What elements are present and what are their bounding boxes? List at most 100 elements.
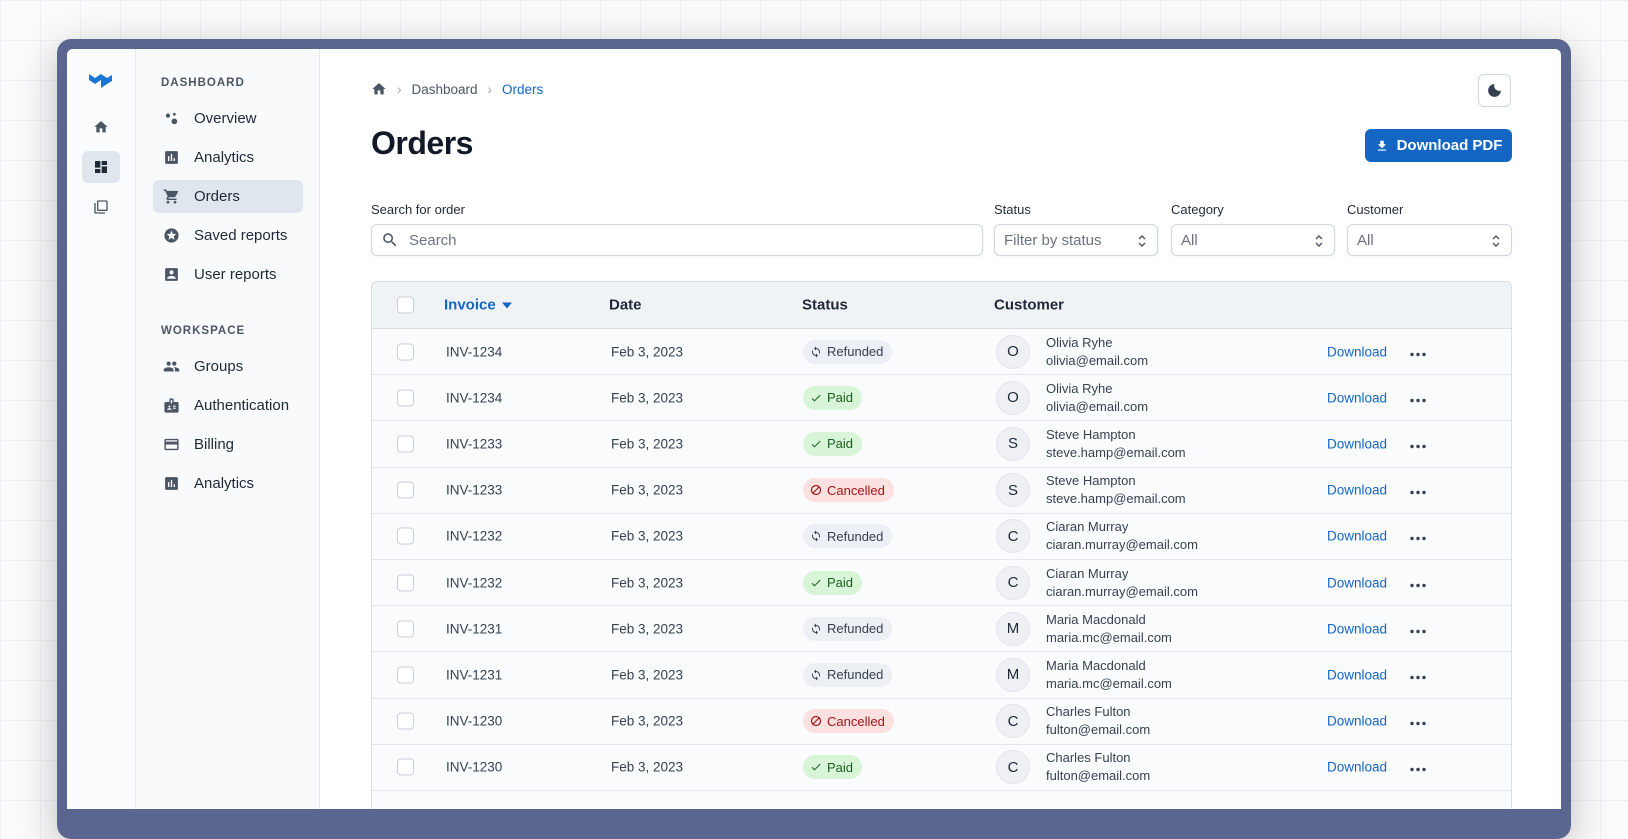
search-input[interactable]: Search — [371, 224, 983, 256]
download-link[interactable]: Download — [1327, 436, 1388, 452]
download-link[interactable]: Download — [1327, 667, 1388, 683]
status-chip: Paid — [803, 431, 863, 456]
column-header-label: Status — [802, 296, 848, 314]
status-select[interactable]: Filter by status — [994, 224, 1158, 256]
library-button[interactable] — [82, 191, 120, 223]
order-date: Feb 3, 2023 — [611, 390, 684, 406]
more-actions-button[interactable] — [1410, 575, 1426, 590]
table-row: INV-1234 Feb 3, 2023 Refunded O Olivia Ryhe o… — [372, 329, 1511, 376]
customer-info: Steve Hampton steve.hamp@email.com — [1046, 472, 1186, 508]
row-checkbox[interactable] — [397, 712, 414, 730]
nav-item[interactable]: User reports — [153, 258, 303, 291]
customer-name: Olivia Ryhe — [1046, 334, 1113, 350]
nav-item[interactable]: Authentication — [153, 389, 303, 422]
customer-label: Customer — [1347, 202, 1404, 217]
status-label: Paid — [827, 575, 854, 591]
download-pdf-button[interactable]: Download PDF — [1365, 129, 1512, 162]
order-date: Feb 3, 2023 — [611, 621, 684, 637]
more-actions-button[interactable] — [1410, 621, 1426, 636]
more-actions-button[interactable] — [1410, 344, 1426, 359]
row-checkbox[interactable] — [397, 343, 414, 361]
nav-item[interactable]: Groups — [153, 350, 303, 383]
dashboard-button[interactable] — [82, 151, 120, 183]
row-checkbox[interactable] — [397, 435, 414, 453]
customer-avatar: O — [996, 334, 1030, 369]
table-row: INV-1230 Feb 3, 2023 Cancelled C Charles Ful… — [372, 699, 1511, 745]
nav-item[interactable]: Billing — [153, 428, 303, 461]
home-button[interactable] — [82, 111, 120, 143]
customer-info: Charles Fulton fulton@email.com — [1046, 749, 1150, 785]
table-row: INV-1233 Feb 3, 2023 Paid S Steve Hampton ste… — [372, 421, 1511, 468]
row-checkbox[interactable] — [397, 481, 414, 499]
status-label: Refunded — [827, 528, 884, 544]
download-link[interactable]: Download — [1327, 390, 1388, 406]
customer-info: Steve Hampton steve.hamp@email.com — [1046, 426, 1186, 462]
nav-item[interactable]: Orders — [153, 180, 303, 213]
invoice-id: INV-1232 — [446, 528, 503, 544]
select-all-checkbox[interactable] — [397, 296, 414, 314]
status-label: Cancelled — [827, 713, 885, 729]
table-row: INV-1231 Feb 3, 2023 Refunded M Maria Macdon… — [372, 652, 1511, 699]
row-checkbox[interactable] — [397, 758, 414, 776]
invoice-id: INV-1233 — [446, 482, 503, 498]
download-link[interactable]: Download — [1327, 575, 1388, 591]
more-actions-button[interactable] — [1410, 529, 1426, 544]
nav-item-label: Saved reports — [194, 227, 288, 244]
customer-info: Ciaran Murray ciaran.murray@email.com — [1046, 518, 1198, 554]
more-actions-button[interactable] — [1410, 714, 1426, 729]
nav-item-label: Orders — [194, 188, 240, 205]
customer-select[interactable]: All — [1347, 224, 1512, 256]
status-label: Refunded — [827, 344, 884, 360]
order-date: Feb 3, 2023 — [611, 482, 684, 498]
invoice-id: INV-1233 — [446, 436, 503, 452]
customer-email: ciaran.murray@email.com — [1046, 537, 1198, 553]
more-actions-button[interactable] — [1410, 667, 1426, 682]
column-header-label: Customer — [994, 296, 1065, 314]
nav-item[interactable]: Analytics — [153, 141, 303, 174]
more-actions-button[interactable] — [1410, 436, 1426, 451]
customer-avatar: M — [996, 611, 1030, 646]
row-checkbox[interactable] — [397, 527, 414, 545]
theme-toggle[interactable] — [1478, 74, 1511, 107]
orders-table: Invoice Date Status Customer INV-1234 Feb 3, … — [371, 281, 1512, 809]
row-checkbox[interactable] — [397, 389, 414, 407]
more-actions-button[interactable] — [1410, 483, 1426, 498]
more-actions-button[interactable] — [1410, 390, 1426, 405]
download-link[interactable]: Download — [1327, 713, 1388, 729]
nav-item[interactable]: Overview — [153, 102, 303, 135]
invoice-id: INV-1231 — [446, 667, 503, 683]
table-row: INV-1232 Feb 3, 2023 Refunded C Ciaran Murra… — [372, 514, 1511, 560]
download-link[interactable]: Download — [1327, 528, 1388, 544]
download-link[interactable]: Download — [1327, 344, 1388, 360]
row-checkbox[interactable] — [397, 620, 414, 638]
nav-item[interactable]: Saved reports — [153, 219, 303, 252]
customer-info: Ciaran Murray ciaran.murray@email.com — [1046, 565, 1198, 601]
nav-item[interactable]: Analytics — [153, 467, 303, 500]
status-chip: Paid — [803, 755, 863, 780]
breadcrumb-current: Orders — [502, 81, 544, 97]
customer-avatar: C — [996, 565, 1030, 600]
sort-icon — [501, 302, 512, 308]
customer-avatar: C — [996, 750, 1030, 785]
logo — [89, 74, 112, 88]
row-checkbox[interactable] — [397, 574, 414, 592]
download-link[interactable]: Download — [1327, 621, 1388, 637]
app-window: DASHBOARD Overview Analytics Orders Saved re… — [67, 49, 1561, 809]
invoice-id: INV-1230 — [446, 759, 503, 775]
category-select[interactable]: All — [1171, 224, 1335, 256]
download-link[interactable]: Download — [1327, 482, 1388, 498]
invoice-id: INV-1234 — [446, 344, 503, 360]
customer-name: Steve Hampton — [1046, 473, 1136, 489]
customer-email: ciaran.murray@email.com — [1046, 583, 1198, 599]
customer-avatar: S — [996, 426, 1030, 461]
row-checkbox[interactable] — [397, 666, 414, 684]
breadcrumb-link[interactable]: Dashboard — [411, 81, 478, 97]
customer-info: Maria Macdonald maria.mc@email.com — [1046, 657, 1172, 693]
table-row: INV-1233 Feb 3, 2023 Cancelled S Steve Hampt… — [372, 468, 1511, 514]
customer-value: All — [1357, 231, 1374, 249]
more-actions-button[interactable] — [1410, 760, 1426, 775]
download-link[interactable]: Download — [1327, 759, 1388, 775]
nav-item-label: Analytics — [194, 475, 255, 492]
home-icon[interactable] — [371, 81, 387, 97]
column-header[interactable]: Invoice — [444, 297, 512, 314]
